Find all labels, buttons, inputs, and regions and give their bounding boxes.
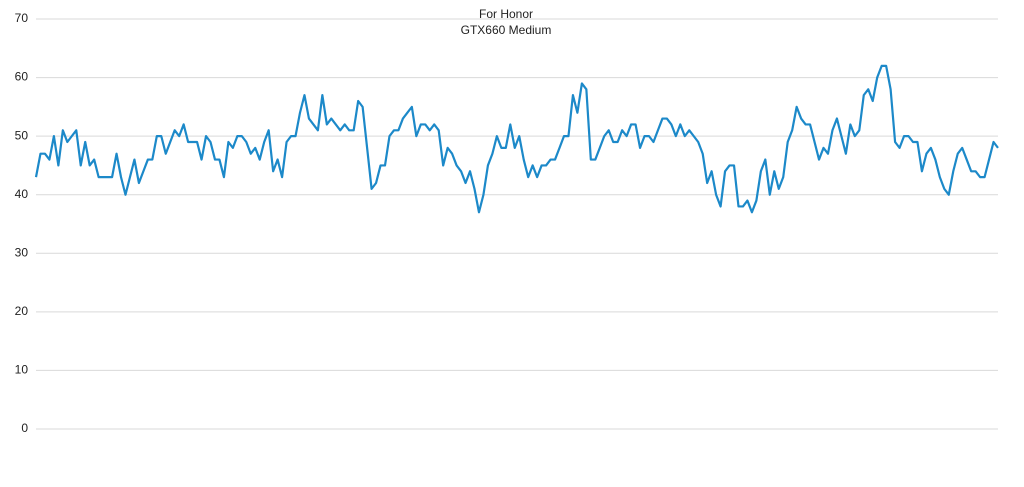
y-tick-label: 20	[15, 304, 29, 318]
y-tick-label: 50	[15, 128, 29, 142]
y-tick-label: 10	[15, 363, 29, 377]
y-tick-label: 70	[15, 11, 29, 25]
data-line	[34, 64, 999, 214]
chart-title: For Honor	[479, 7, 533, 21]
y-tick-label: 60	[15, 70, 29, 84]
y-tick-label: 0	[21, 421, 28, 435]
y-tick-label: 40	[15, 187, 29, 201]
chart-subtitle: GTX660 Medium	[461, 23, 552, 37]
y-tick-label: 30	[15, 245, 29, 259]
